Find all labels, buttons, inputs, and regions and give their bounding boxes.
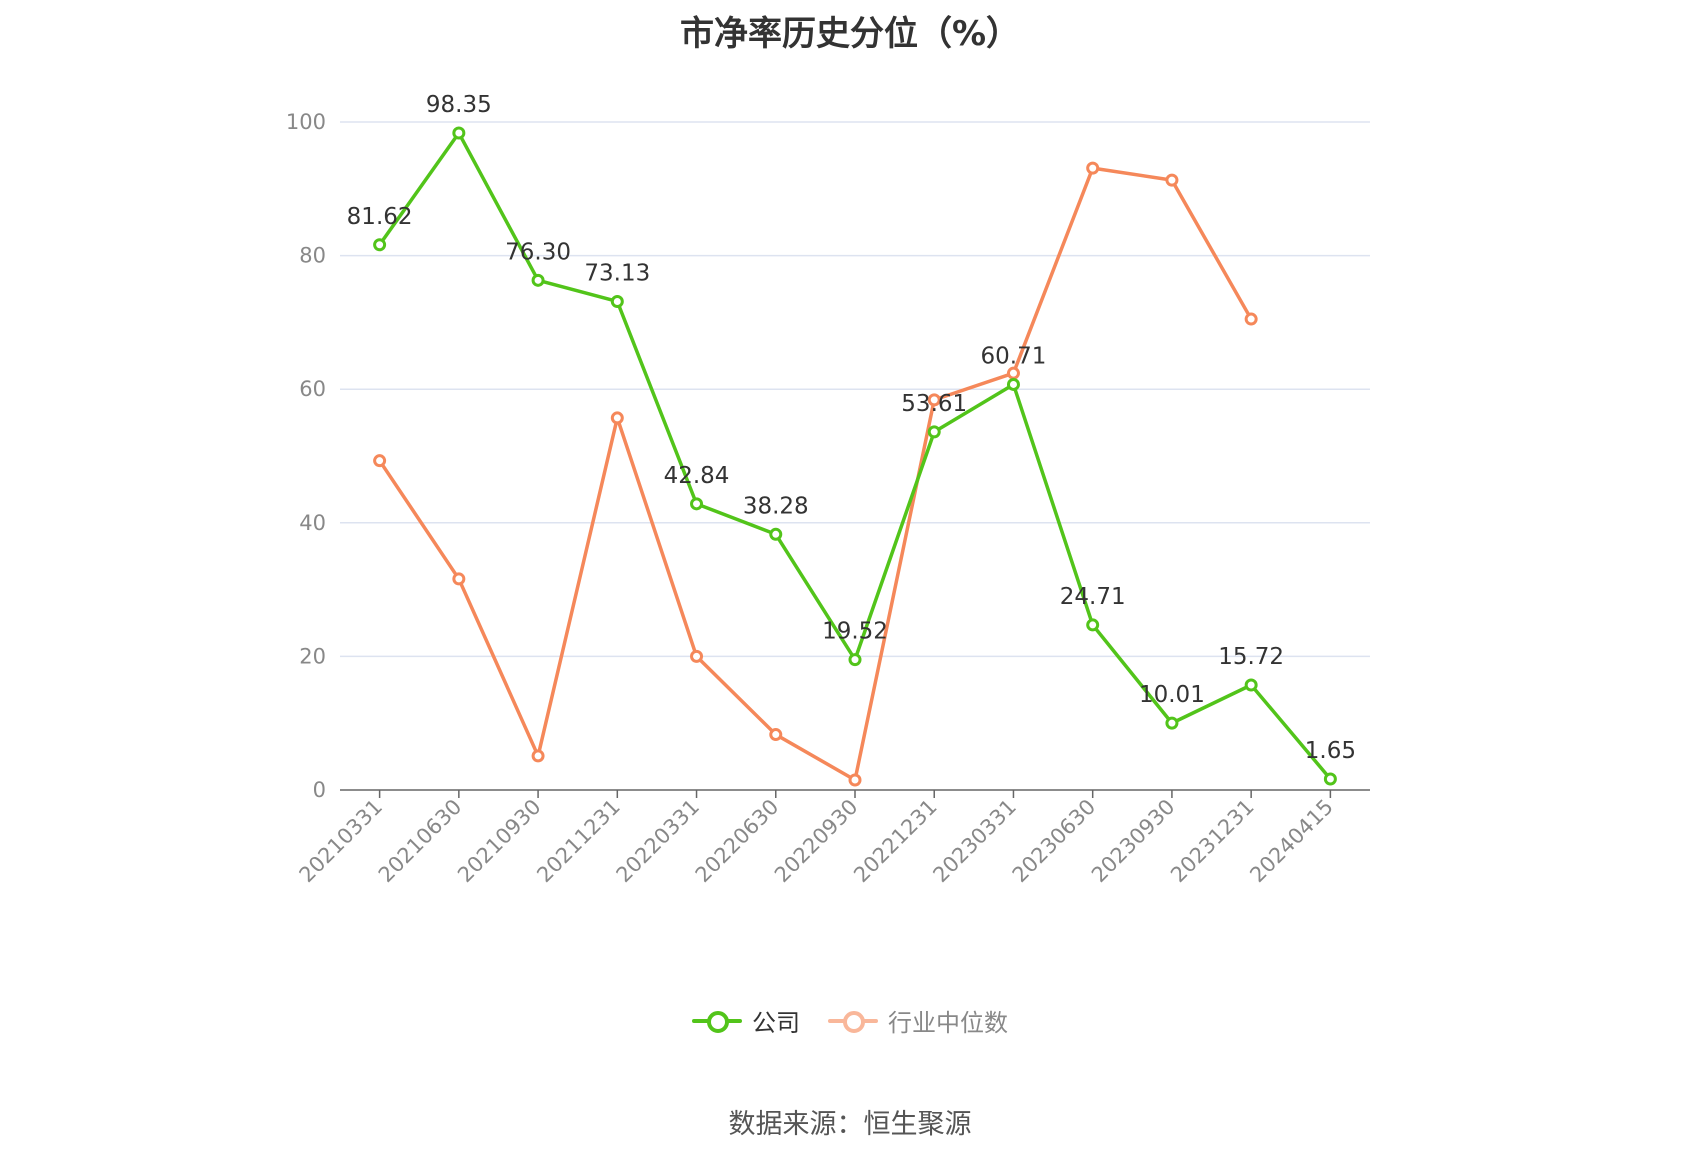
data-point-industry — [769, 728, 783, 742]
data-point-industry — [610, 411, 624, 425]
data-point-industry — [452, 572, 466, 586]
data-point-industry — [1006, 366, 1020, 380]
y-tick-label: 40 — [299, 511, 326, 535]
data-point-industry — [1086, 161, 1100, 175]
data-point-industry — [1165, 173, 1179, 187]
data-label-company: 53.61 — [901, 391, 967, 417]
legend-item-industry[interactable]: 行业中位数 — [828, 1003, 1008, 1038]
x-tick-label: 20240415 — [1245, 795, 1338, 888]
data-label-company: 60.71 — [981, 343, 1047, 369]
data-point-company — [531, 273, 545, 287]
x-tick-label: 20220331 — [612, 795, 705, 888]
data-point-company — [769, 527, 783, 541]
data-source-note: 数据来源：恒生聚源 — [728, 1109, 972, 1140]
y-tick-label: 0 — [313, 778, 326, 802]
data-point-company — [452, 126, 466, 140]
grid-layer — [340, 121, 1370, 658]
data-point-company — [1086, 618, 1100, 632]
x-tick-label: 20231231 — [1166, 795, 1259, 888]
data-label-company: 42.84 — [664, 463, 730, 489]
x-tick-label: 20210331 — [295, 795, 388, 888]
legend-company-symbol-icon — [692, 1009, 742, 1033]
data-point-company — [1323, 772, 1337, 786]
legend-industry-label: 行业中位数 — [888, 1009, 1008, 1037]
data-point-company — [373, 238, 387, 252]
data-point-industry — [531, 749, 545, 763]
x-tick-label: 20210630 — [374, 795, 467, 888]
data-point-industry — [690, 649, 704, 663]
legend-company-label: 公司 — [752, 1009, 800, 1037]
data-point-company — [610, 294, 624, 308]
x-tick-label: 20210930 — [453, 795, 546, 888]
data-label-company: 76.30 — [505, 239, 571, 265]
data-point-industry — [927, 393, 941, 407]
data-point-company — [927, 425, 941, 439]
data-point-industry — [848, 773, 862, 787]
legend-industry-symbol-icon — [828, 1009, 878, 1033]
data-point-industry — [373, 454, 387, 468]
data-label-company: 38.28 — [743, 493, 809, 519]
data-label-company: 19.52 — [822, 619, 888, 645]
x-tick-label: 20220930 — [770, 795, 863, 888]
line-chart: 0 20 40 60 80 100 2021033120210630202109302021… — [286, 92, 1370, 887]
x-tick-label: 20230630 — [1008, 795, 1101, 888]
x-tick-label: 20211231 — [532, 795, 625, 888]
data-point-company — [1165, 716, 1179, 730]
x-tick-label: 20221231 — [849, 795, 942, 888]
data-label-company: 24.71 — [1060, 584, 1126, 610]
y-tick-label: 80 — [299, 244, 326, 268]
data-point-company — [690, 497, 704, 511]
data-point-company — [848, 653, 862, 667]
axis-layer: 0 20 40 60 80 100 2021033120210630202109302021… — [286, 110, 1370, 887]
data-label-company: 15.72 — [1218, 644, 1284, 670]
data-label-company: 98.35 — [426, 92, 492, 118]
series-line-industry — [378, 166, 1253, 782]
y-tick-label: 60 — [299, 377, 326, 401]
x-tick-label: 20230331 — [928, 795, 1021, 888]
data-label-company: 1.65 — [1305, 738, 1356, 764]
data-point-company — [1244, 678, 1258, 692]
label-layer: 81.62 98.35 76.30 73.13 42.84 38.28 19.52 53.61… — [347, 92, 1356, 764]
y-tick-label: 100 — [286, 110, 326, 134]
data-label-company: 10.01 — [1139, 682, 1205, 708]
x-tick-label: 20230930 — [1087, 795, 1180, 888]
legend-item-company[interactable]: 公司 — [692, 1003, 800, 1038]
series-layer — [373, 126, 1337, 787]
data-label-company: 73.13 — [584, 260, 650, 286]
data-point-company — [1006, 377, 1020, 391]
x-tick-label: 20220630 — [691, 795, 784, 888]
data-point-industry — [1244, 312, 1258, 326]
chart-title: 市净率历史分位（%） — [679, 14, 1021, 54]
y-tick-label: 20 — [299, 644, 326, 668]
data-label-company: 81.62 — [347, 204, 413, 230]
legend: 公司 行业中位数 — [0, 1003, 1700, 1038]
